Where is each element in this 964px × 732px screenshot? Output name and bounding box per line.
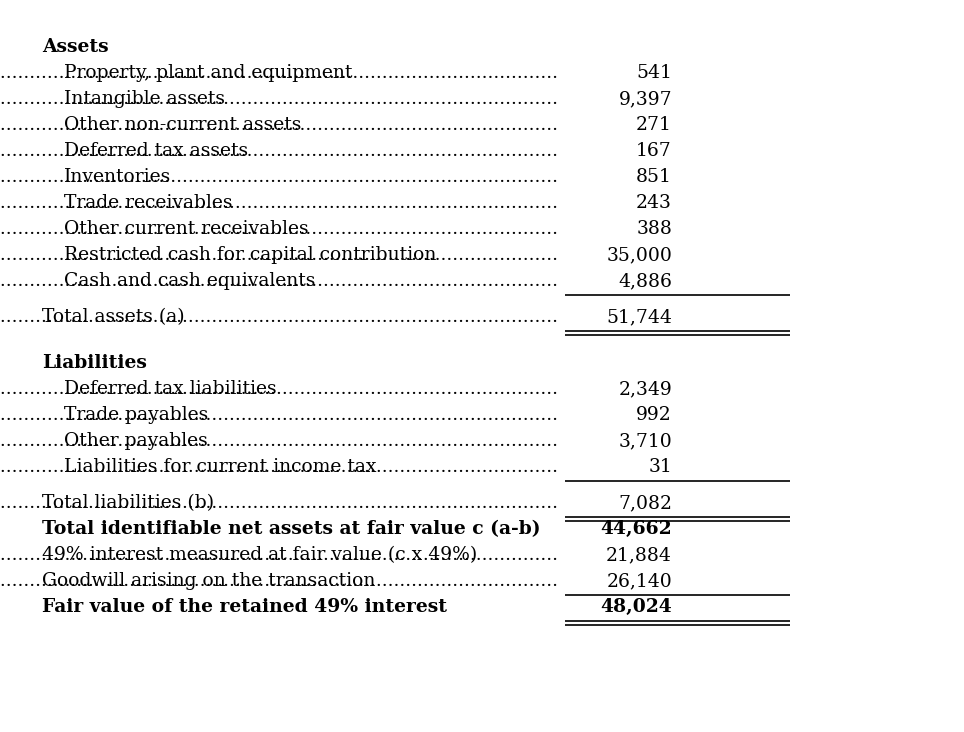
Text: 992: 992: [636, 406, 672, 424]
Text: Deferred tax liabilities: Deferred tax liabilities: [64, 380, 277, 398]
Text: 48,024: 48,024: [601, 598, 672, 616]
Text: 4,886: 4,886: [618, 272, 672, 290]
Text: Fair value of the retained 49% interest: Fair value of the retained 49% interest: [42, 598, 447, 616]
Text: Trade receivables: Trade receivables: [64, 194, 232, 212]
Text: 243: 243: [636, 194, 672, 212]
Text: 9,397: 9,397: [618, 90, 672, 108]
Text: Other current receivables: Other current receivables: [64, 220, 308, 238]
Text: ................................................................................: ........................................…: [0, 308, 558, 326]
Text: Liabilities for current income tax: Liabilities for current income tax: [64, 458, 377, 476]
Text: ................................................................................: ........................................…: [0, 116, 558, 134]
Text: Property, plant and equipment: Property, plant and equipment: [64, 64, 353, 82]
Text: Total identifiable net assets at fair value c (a-b): Total identifiable net assets at fair va…: [42, 520, 541, 538]
Text: 26,140: 26,140: [606, 572, 672, 590]
Text: 49% interest measured at fair value (c x 49%): 49% interest measured at fair value (c x…: [42, 546, 477, 564]
Text: 51,744: 51,744: [606, 308, 672, 326]
Text: ................................................................................: ........................................…: [0, 246, 558, 264]
Text: 31: 31: [648, 458, 672, 476]
Text: Cash and cash equivalents: Cash and cash equivalents: [64, 272, 315, 290]
Text: 35,000: 35,000: [606, 246, 672, 264]
Text: ................................................................................: ........................................…: [0, 272, 558, 290]
Text: ................................................................................: ........................................…: [0, 220, 558, 238]
Text: ................................................................................: ........................................…: [0, 64, 558, 82]
Text: Total assets (a): Total assets (a): [42, 308, 185, 326]
Text: ................................................................................: ........................................…: [0, 142, 558, 160]
Text: ................................................................................: ........................................…: [0, 406, 558, 424]
Text: 7,082: 7,082: [618, 494, 672, 512]
Text: ................................................................................: ........................................…: [0, 572, 558, 590]
Text: 21,884: 21,884: [606, 546, 672, 564]
Text: Assets: Assets: [42, 38, 109, 56]
Text: 3,710: 3,710: [618, 432, 672, 450]
Text: Other payables: Other payables: [64, 432, 208, 450]
Text: ................................................................................: ........................................…: [0, 380, 558, 398]
Text: Trade payables: Trade payables: [64, 406, 208, 424]
Text: Deferred tax assets: Deferred tax assets: [64, 142, 248, 160]
Text: ................................................................................: ........................................…: [0, 432, 558, 450]
Text: ................................................................................: ........................................…: [0, 546, 558, 564]
Text: 44,662: 44,662: [601, 520, 672, 538]
Text: ................................................................................: ........................................…: [0, 90, 558, 108]
Text: 167: 167: [636, 142, 672, 160]
Text: Liabilities: Liabilities: [42, 354, 147, 372]
Text: Other non-current assets: Other non-current assets: [64, 116, 302, 134]
Text: ................................................................................: ........................................…: [0, 458, 558, 476]
Text: 541: 541: [636, 64, 672, 82]
Text: Total liabilities (b): Total liabilities (b): [42, 494, 214, 512]
Text: 271: 271: [636, 116, 672, 134]
Text: ................................................................................: ........................................…: [0, 168, 558, 186]
Text: Inventories: Inventories: [64, 168, 172, 186]
Text: ................................................................................: ........................................…: [0, 194, 558, 212]
Text: 2,349: 2,349: [618, 380, 672, 398]
Text: Intangible assets: Intangible assets: [64, 90, 225, 108]
Text: Goodwill arising on the transaction: Goodwill arising on the transaction: [42, 572, 375, 590]
Text: 388: 388: [636, 220, 672, 238]
Text: ................................................................................: ........................................…: [0, 494, 558, 512]
Text: Restricted cash for capital contribution: Restricted cash for capital contribution: [64, 246, 437, 264]
Text: 851: 851: [636, 168, 672, 186]
